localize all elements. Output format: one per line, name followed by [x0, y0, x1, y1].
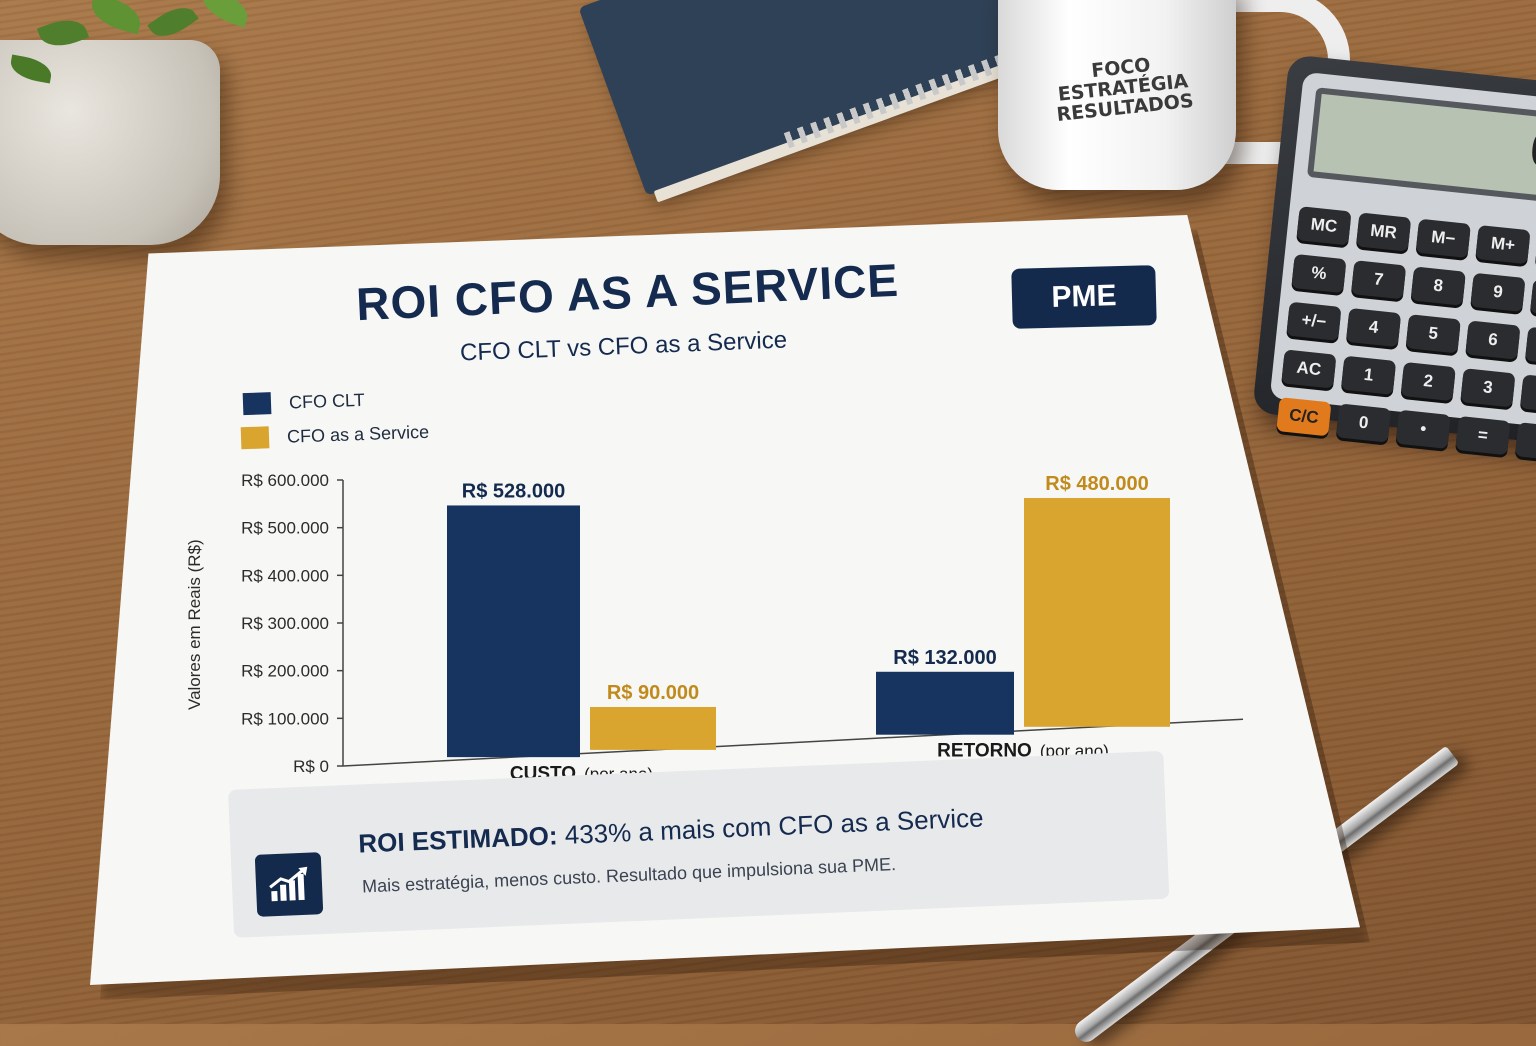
y-tick-label: R$ 100.000: [241, 709, 329, 728]
y-axis-title: Valores em Reais (R$): [185, 539, 204, 710]
growth-chart-icon: [254, 852, 324, 917]
x-axis-line: [342, 718, 1244, 767]
bar-service-retorno: [1024, 497, 1170, 727]
bar-chart: R$ 0 R$ 100.000 R$ 200.000 R$ 300.000 R$ 400…: [185, 471, 1244, 785]
bar-clt-custo: [447, 505, 580, 758]
y-tick-label: R$ 300.000: [241, 614, 329, 633]
bar-clt-retorno: [876, 671, 1014, 735]
roi-headline: ROI ESTIMADO: 433% a mais com CFO as a S…: [358, 802, 984, 859]
y-tick-label: R$ 400.000: [241, 566, 329, 585]
coffee-mug: [998, 0, 1236, 190]
bar-value-label: R$ 90.000: [607, 682, 699, 704]
roi-summary-box: ROI ESTIMADO: 433% a mais com CFO as a S…: [228, 750, 1170, 938]
roi-value: 433% a mais com CFO as a Service: [564, 802, 985, 850]
y-tick-label: R$ 600.000: [241, 471, 329, 490]
roi-label: ROI ESTIMADO:: [357, 820, 559, 859]
bar-value-label: R$ 480.000: [1045, 473, 1148, 495]
roi-subtext: Mais estratégia, menos custo. Resultado …: [361, 854, 897, 897]
y-tick-label: R$ 200.000: [241, 662, 329, 681]
bar-service-custo: [590, 706, 716, 750]
y-tick-label: R$ 500.000: [241, 519, 329, 538]
y-tick-label: R$ 0: [293, 757, 329, 776]
bar-value-label: R$ 132.000: [893, 647, 996, 669]
bar-value-label: R$ 528.000: [462, 480, 565, 502]
